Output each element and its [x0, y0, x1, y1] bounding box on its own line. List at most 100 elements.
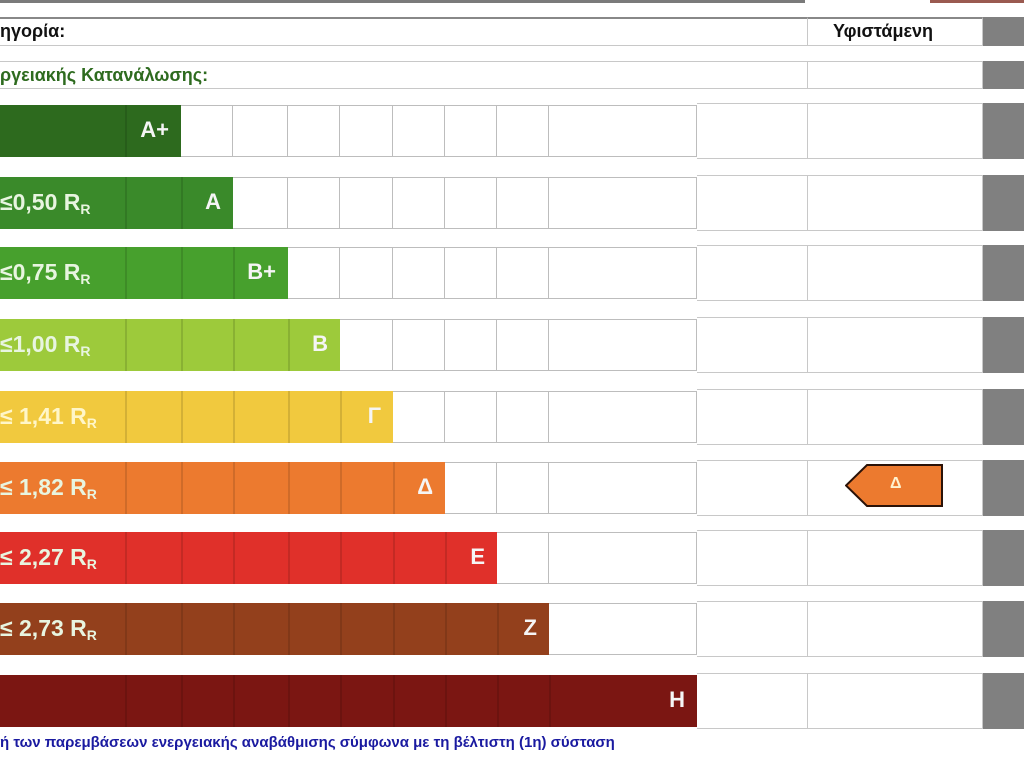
bar-segment	[125, 247, 181, 299]
grade-label: Ε	[470, 544, 485, 569]
existing-cell	[807, 103, 983, 159]
empty-cell	[549, 247, 697, 299]
range-value: ≤ 2,73 R	[0, 615, 87, 641]
empty-cell	[340, 177, 393, 229]
empty-cell	[288, 247, 340, 299]
empty-cell	[549, 603, 697, 655]
empty-cell	[233, 105, 288, 157]
bar-segment	[233, 247, 288, 299]
empty-cell	[393, 247, 445, 299]
bar-segment	[288, 462, 340, 514]
range-label: ≤ 1,82 RR	[0, 474, 97, 502]
gray-column-cell	[983, 317, 1024, 373]
blank-cell	[697, 103, 808, 159]
existing-cell-blank	[807, 61, 983, 89]
top-image-edge	[930, 0, 1024, 3]
blank-cell	[697, 245, 808, 301]
existing-label: Υφιστάμενη	[833, 21, 934, 41]
gray-column-cell	[983, 673, 1024, 729]
range-value: ≤1,00 R	[0, 331, 81, 357]
empty-cell	[340, 105, 393, 157]
range-label: ≤0,75 RR	[0, 259, 91, 287]
gray-column-cell	[983, 460, 1024, 516]
energy-class-row: ≤0,75 RR B+	[0, 245, 1024, 301]
bar-segment	[233, 462, 288, 514]
bar-segment	[125, 391, 181, 443]
bar-segment	[233, 319, 288, 371]
bar-segment	[125, 177, 181, 229]
gray-column-cell	[983, 175, 1024, 231]
range-value: ≤ 2,27 R	[0, 544, 87, 570]
grade-label: Δ	[417, 474, 433, 499]
bar-segment	[181, 247, 233, 299]
grade-label: A	[205, 189, 221, 214]
empty-cell	[445, 319, 497, 371]
empty-cell	[497, 532, 549, 584]
bar-segment	[181, 603, 233, 655]
empty-cell	[549, 105, 697, 157]
gray-column-cell	[983, 103, 1024, 159]
bar-segment	[233, 603, 288, 655]
bar-segment	[340, 675, 393, 727]
bar-segment	[0, 391, 125, 443]
range-value: ≤0,75 R	[0, 259, 81, 285]
range-subscript: R	[86, 556, 97, 572]
grade-label: A+	[140, 117, 169, 142]
empty-cell	[393, 105, 445, 157]
bar-segment	[125, 105, 181, 157]
bar-segment	[0, 675, 125, 727]
gray-column-cell	[983, 245, 1024, 301]
bar-segment	[0, 603, 125, 655]
existing-cell	[807, 245, 983, 301]
existing-cell	[807, 530, 983, 586]
empty-cell	[549, 462, 697, 514]
footer-note: ή των παρεμβάσεων ενεργειακής αναβάθμιση…	[0, 734, 615, 751]
energy-class-row: Η	[0, 673, 1024, 729]
empty-cell	[497, 462, 549, 514]
empty-cell	[549, 319, 697, 371]
empty-cell	[181, 105, 233, 157]
range-subscript: R	[80, 343, 91, 359]
consumption-header-cell	[0, 61, 808, 89]
grade-label: Γ	[367, 403, 381, 428]
blank-cell	[697, 530, 808, 586]
bar-segment	[497, 603, 549, 655]
existing-rating-arrow: Δ	[844, 464, 943, 507]
empty-cell	[445, 105, 497, 157]
blank-cell	[697, 389, 808, 445]
range-subscript: R	[80, 201, 91, 217]
empty-cell	[497, 247, 549, 299]
bar-segment	[125, 603, 181, 655]
empty-cell	[445, 247, 497, 299]
existing-rating-grade: Δ	[890, 475, 902, 492]
empty-cell	[497, 177, 549, 229]
blank-cell	[697, 460, 808, 516]
bar-segment	[0, 532, 125, 584]
existing-cell	[807, 175, 983, 231]
range-subscript: R	[80, 271, 91, 287]
range-subscript: R	[86, 627, 97, 643]
consumption-label: ργειακής Κατανάλωσης:	[0, 65, 209, 85]
empty-cell	[445, 177, 497, 229]
existing-cell	[807, 389, 983, 445]
bar-segment	[393, 675, 445, 727]
range-subscript: R	[86, 486, 97, 502]
blank-cell	[697, 175, 808, 231]
bar-segment	[497, 675, 549, 727]
gray-column-cell	[983, 530, 1024, 586]
bar-segment	[393, 462, 445, 514]
bar-segment	[181, 319, 233, 371]
bar-segment	[0, 247, 125, 299]
empty-cell	[393, 319, 445, 371]
empty-cell	[445, 391, 497, 443]
bar-segment	[125, 532, 181, 584]
empty-cell	[340, 319, 393, 371]
bar-segment	[125, 462, 181, 514]
bar-segment	[181, 675, 233, 727]
existing-cell	[807, 317, 983, 373]
empty-cell	[549, 177, 697, 229]
range-subscript: R	[86, 415, 97, 431]
bar-segment	[0, 105, 125, 157]
blank-cell	[697, 673, 808, 729]
empty-cell	[288, 105, 340, 157]
